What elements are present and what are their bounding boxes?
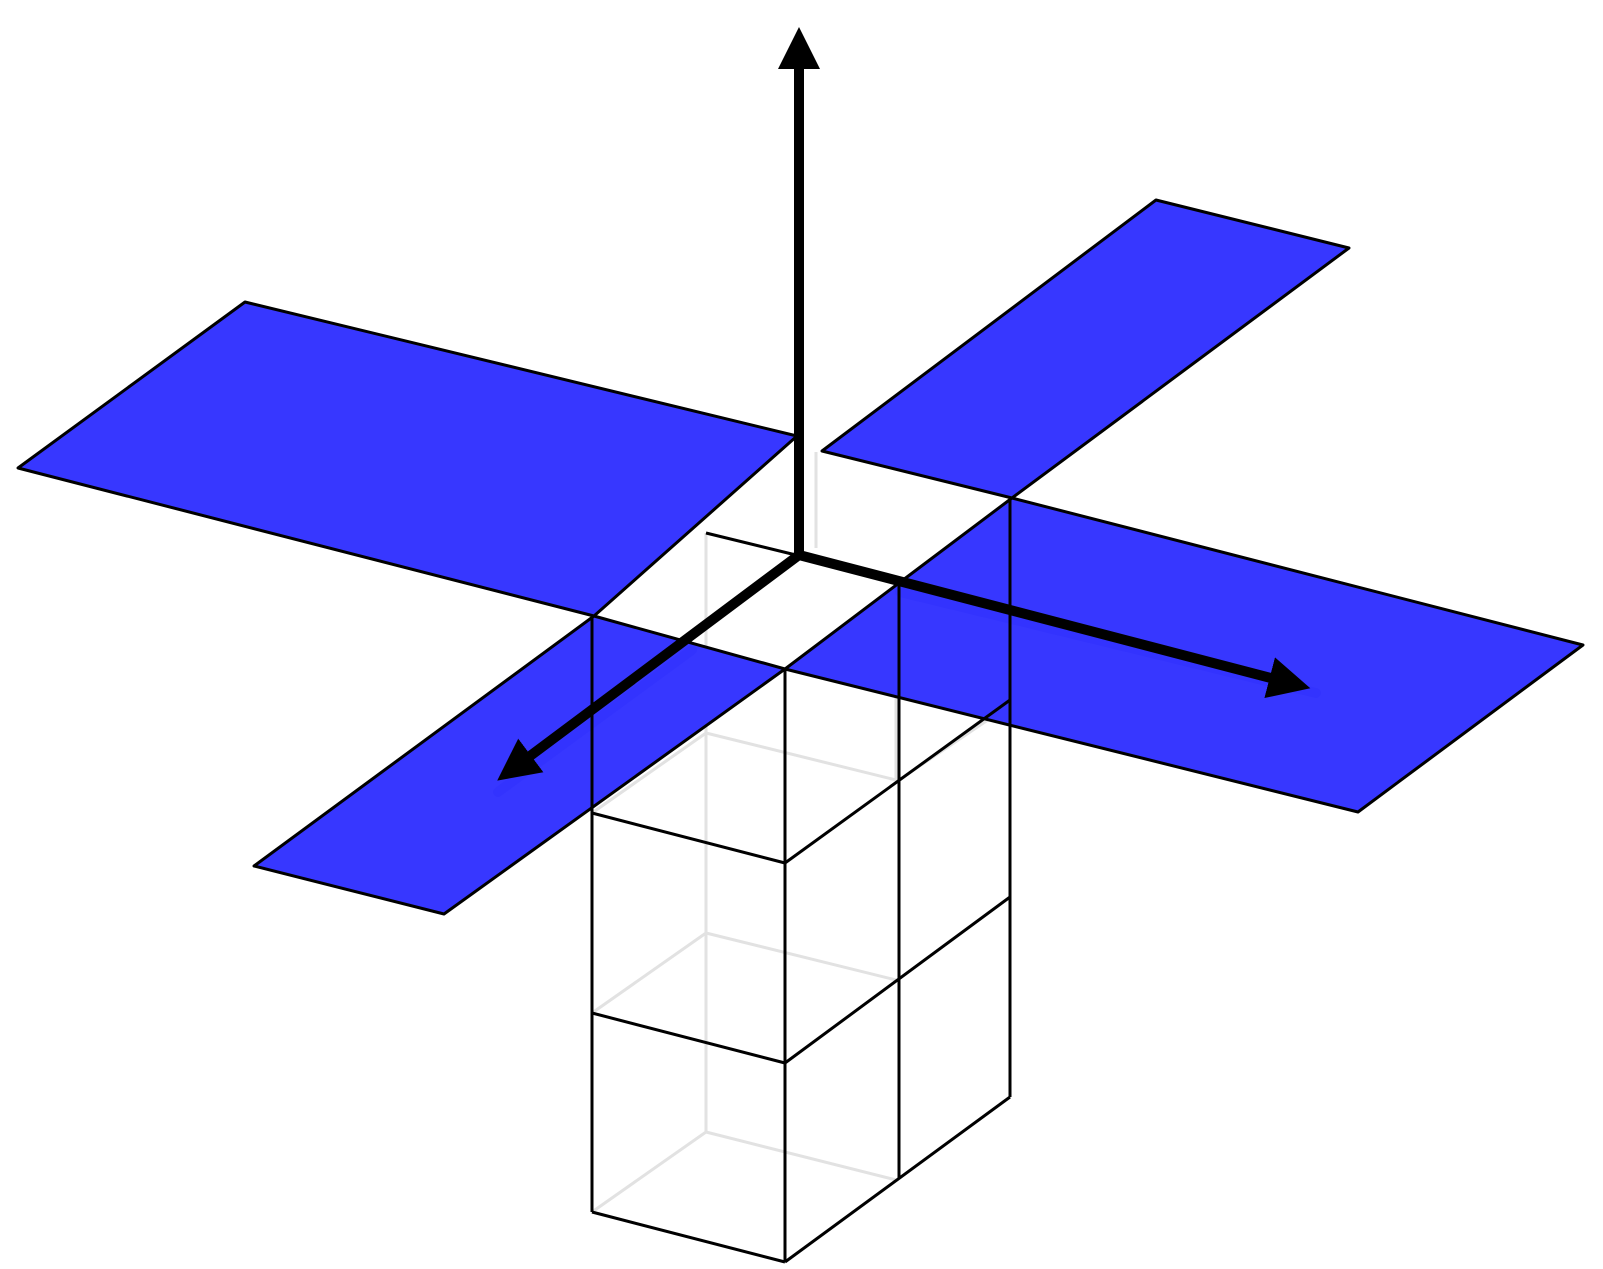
y-axis — [794, 550, 1311, 699]
axes — [497, 27, 1311, 781]
plane-arm-back-left — [16, 300, 799, 618]
x-axis — [497, 550, 804, 781]
box-top-edge-back — [705, 531, 801, 558]
box-edges — [590, 498, 1012, 1264]
plane-arm-back-right — [820, 198, 1351, 500]
